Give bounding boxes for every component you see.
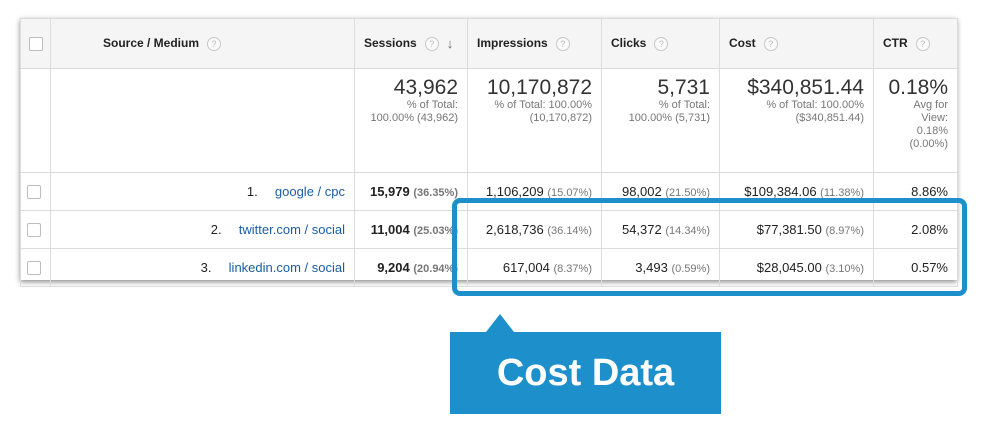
total-sessions: 43,962 % of Total: 100.00% (43,962) (354, 68, 468, 173)
cost-data-highlight-box (452, 198, 967, 296)
row-checkbox[interactable] (27, 223, 41, 238)
header-source-medium[interactable]: Source / Medium? (50, 18, 355, 69)
total-cost: $340,851.44 % of Total: 100.00% ($340,85… (719, 68, 874, 173)
sort-descending-icon[interactable]: ↓ (446, 36, 454, 52)
report-table-panel: Source / Medium? Sessions? ↓ Impressions?… (20, 18, 958, 287)
cost-data-callout: Cost Data (450, 332, 721, 414)
totals-row: 43,962 % of Total: 100.00% (43,962) 10,1… (20, 68, 958, 173)
help-icon[interactable]: ? (654, 36, 669, 51)
table-row: 1. google / cpc 15,979 (36.35%) 1,106,209… (20, 172, 958, 211)
callout-arrow (486, 314, 514, 332)
help-icon[interactable]: ? (915, 36, 930, 51)
total-clicks: 5,731 % of Total: 100.00% (5,731) (601, 68, 720, 173)
header-ctr[interactable]: CTR? (873, 18, 958, 69)
help-icon[interactable]: ? (424, 36, 439, 51)
total-ctr: 0.18% Avg for View: 0.18% (0.00%) (873, 68, 958, 173)
select-all-checkbox[interactable] (28, 36, 43, 51)
header-cost[interactable]: Cost? (719, 18, 874, 69)
row-checkbox[interactable] (27, 185, 41, 200)
help-icon[interactable]: ? (555, 36, 570, 51)
header-sessions[interactable]: Sessions? ↓ (354, 18, 468, 69)
source-link[interactable]: twitter.com / social (238, 222, 345, 237)
select-all-cell (20, 18, 51, 69)
source-link[interactable]: google / cpc (274, 184, 345, 199)
total-impressions: 10,170,872 % of Total: 100.00% (10,170,8… (467, 68, 602, 173)
table-row: 2. twitter.com / social 11,004 (25.03%) 2… (20, 210, 958, 249)
row-checkbox[interactable] (27, 261, 41, 276)
help-icon[interactable]: ? (763, 36, 778, 51)
header-impressions[interactable]: Impressions? (467, 18, 602, 69)
source-link[interactable]: linkedin.com / social (228, 260, 345, 275)
help-icon[interactable]: ? (207, 36, 222, 51)
header-row: Source / Medium? Sessions? ↓ Impressions?… (20, 18, 958, 69)
table-row: 3. linkedin.com / social 9,204 (20.94%) 6… (20, 248, 958, 287)
report-table: Source / Medium? Sessions? ↓ Impressions?… (20, 18, 958, 287)
header-clicks[interactable]: Clicks? (601, 18, 720, 69)
